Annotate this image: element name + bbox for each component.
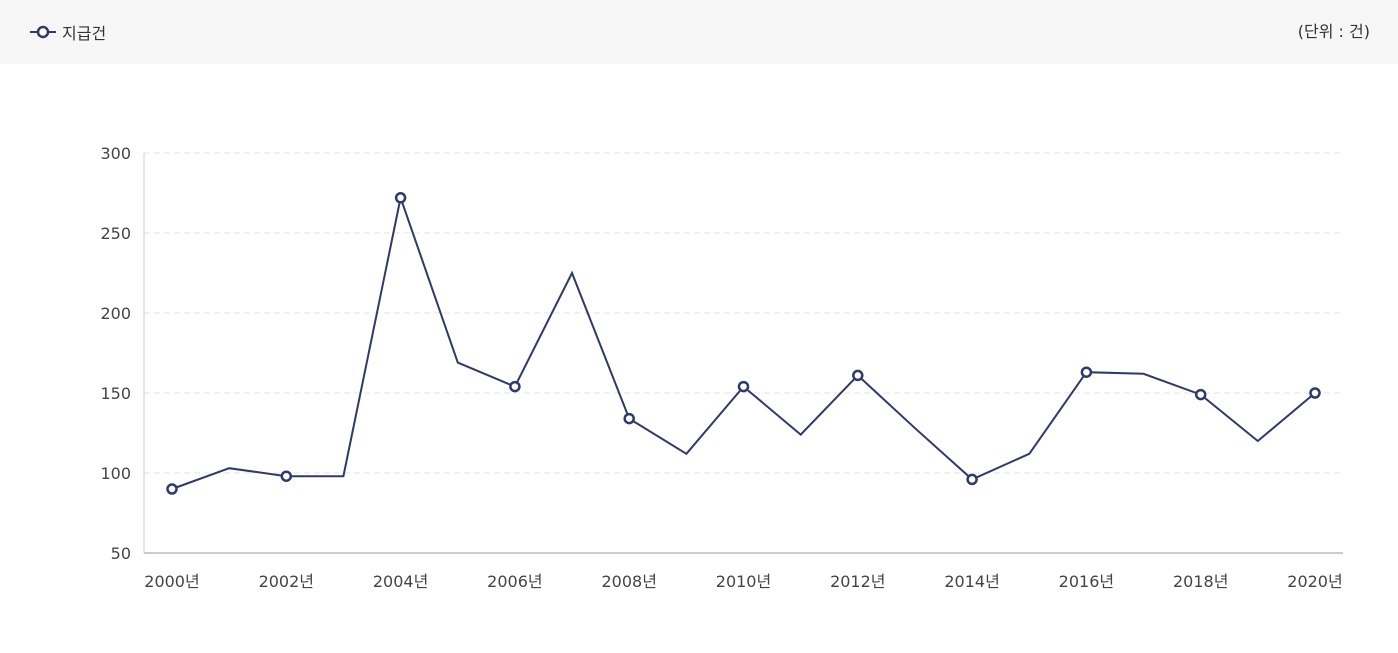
data-point-2004 (394, 192, 407, 204)
y-tick-label: 300 (100, 144, 131, 163)
x-tick-label: 2018년 (1173, 572, 1228, 591)
axes (143, 153, 1343, 554)
x-tick-label: 2010년 (716, 572, 771, 591)
data-point-2016 (1080, 366, 1093, 378)
data-point-2002 (280, 470, 293, 482)
series-line-0 (171, 194, 1316, 490)
y-tick-label: 200 (100, 304, 131, 323)
x-tick-label: 2000년 (144, 572, 199, 591)
y-tick-label: 50 (111, 544, 131, 563)
legend[interactable]: 지급건 (30, 20, 106, 44)
legend-line-marker-icon (30, 25, 56, 39)
series-line (171, 194, 1316, 490)
data-points (166, 192, 1321, 495)
unit-label: (단위 : 건) (1297, 22, 1370, 41)
x-tick-label: 2002년 (259, 572, 314, 591)
data-point-2012 (852, 369, 864, 382)
x-tick-label: 2008년 (601, 572, 656, 591)
chart-header: 지급건 (단위 : 건) (0, 0, 1398, 64)
x-tick-label: 2012년 (830, 572, 885, 591)
x-tick-label: 2020년 (1287, 572, 1342, 591)
legend-label: 지급건 (62, 24, 107, 43)
data-point-2000 (166, 483, 178, 495)
x-tick-label: 2014년 (944, 572, 999, 591)
x-tick-label: 2004년 (373, 572, 428, 591)
x-tick-label: 2006년 (487, 572, 542, 591)
data-point-2008 (623, 412, 635, 425)
y-tick-labels: 50 100 150 200 250 300 (100, 144, 131, 563)
y-tick-label: 100 (100, 464, 131, 483)
data-point-2006 (509, 380, 521, 393)
grid-lines (144, 152, 1343, 474)
data-point-2010 (737, 380, 750, 393)
data-point-2020 (1309, 387, 1321, 399)
data-point-2014 (966, 473, 978, 486)
x-tick-labels: 2000년 2002년 2004년 2006년 2008년 2010년 2012년 2014년… (144, 572, 1342, 591)
y-tick-label: 150 (100, 384, 131, 403)
y-tick-label: 250 (100, 224, 131, 243)
x-tick-label: 2016년 (1059, 572, 1114, 591)
data-point-2018 (1194, 388, 1207, 401)
